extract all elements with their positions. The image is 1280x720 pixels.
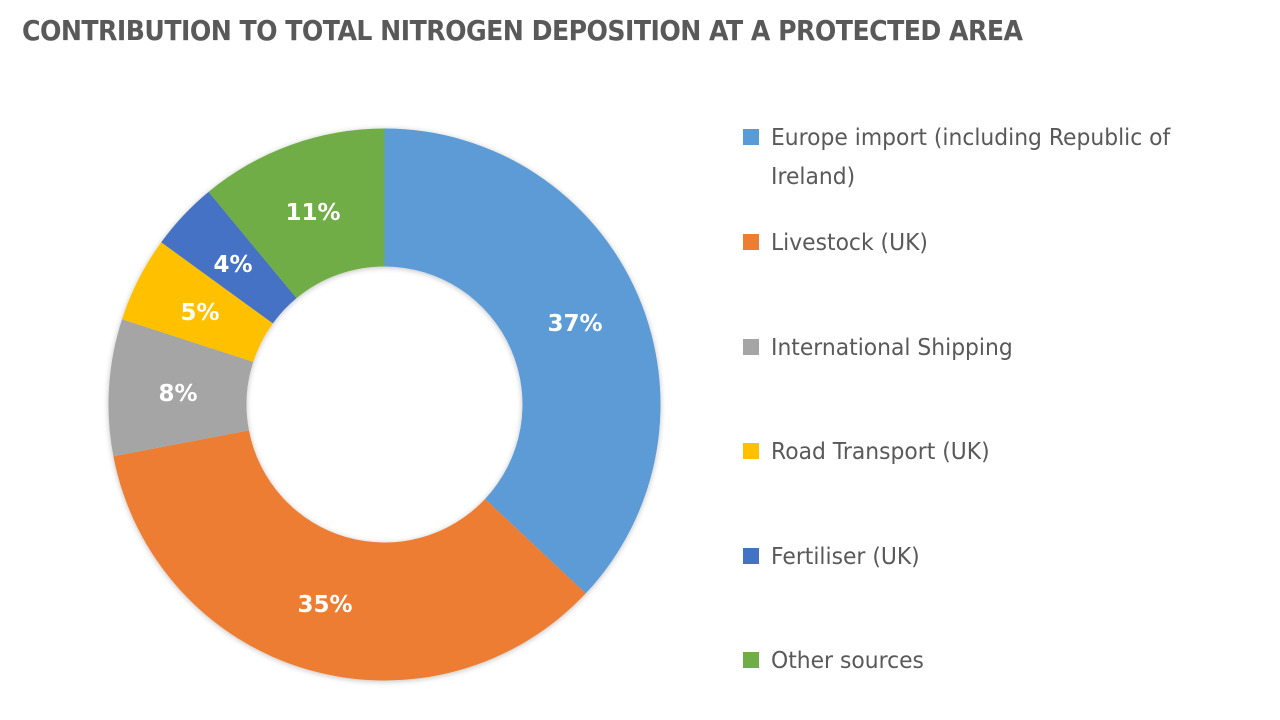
legend-item-europe[interactable]: Europe import (including Republic of Ire… xyxy=(743,119,1261,197)
legend-label-livestock: Livestock (UK) xyxy=(771,230,928,256)
slice-label-livestock: 35% xyxy=(297,592,352,618)
slice-label-road: 5% xyxy=(180,300,219,326)
slice-labels: 37% 35% 8% 5% 4% 11% xyxy=(158,200,602,618)
legend-label-road: Road Transport (UK) xyxy=(771,439,990,465)
legend-swatch-livestock xyxy=(743,234,759,250)
legend-item-fertiliser[interactable]: Fertiliser (UK) xyxy=(743,538,1261,577)
legend-item-road[interactable]: Road Transport (UK) xyxy=(743,433,1261,472)
slice-label-fertiliser: 4% xyxy=(213,252,252,278)
donut-chart: 37% 35% 8% 5% 4% 11% xyxy=(108,128,661,681)
legend-item-shipping[interactable]: International Shipping xyxy=(743,329,1261,368)
legend-label-fertiliser: Fertiliser (UK) xyxy=(771,544,920,570)
legend-label-europe: Europe import (including Republic of Ire… xyxy=(771,125,1171,190)
legend-swatch-europe xyxy=(743,129,759,145)
legend: Europe import (including Republic of Ire… xyxy=(743,0,1273,720)
legend-swatch-other xyxy=(743,652,759,668)
donut-slice-fertiliser[interactable] xyxy=(161,191,297,324)
legend-label-other: Other sources xyxy=(771,648,924,674)
legend-swatch-shipping xyxy=(743,339,759,355)
donut-slice-shipping[interactable] xyxy=(108,319,254,457)
chart-title: CONTRIBUTION TO TOTAL NITROGEN DEPOSITIO… xyxy=(22,14,1023,47)
legend-item-other[interactable]: Other sources xyxy=(743,642,1261,681)
slice-label-other: 11% xyxy=(285,200,340,226)
legend-label-shipping: International Shipping xyxy=(771,335,1013,361)
donut-slice-road[interactable] xyxy=(122,242,273,362)
legend-swatch-fertiliser xyxy=(743,548,759,564)
donut-slice-europe[interactable] xyxy=(384,128,661,594)
donut-svg: 37% 35% 8% 5% 4% 11% xyxy=(108,128,661,681)
legend-item-livestock[interactable]: Livestock (UK) xyxy=(743,224,1261,263)
donut-slice-other[interactable] xyxy=(208,128,385,299)
donut-slices xyxy=(108,128,661,681)
slice-label-shipping: 8% xyxy=(158,381,197,407)
legend-swatch-road xyxy=(743,443,759,459)
donut-slice-livestock[interactable] xyxy=(113,430,586,681)
slice-label-europe: 37% xyxy=(547,311,602,337)
